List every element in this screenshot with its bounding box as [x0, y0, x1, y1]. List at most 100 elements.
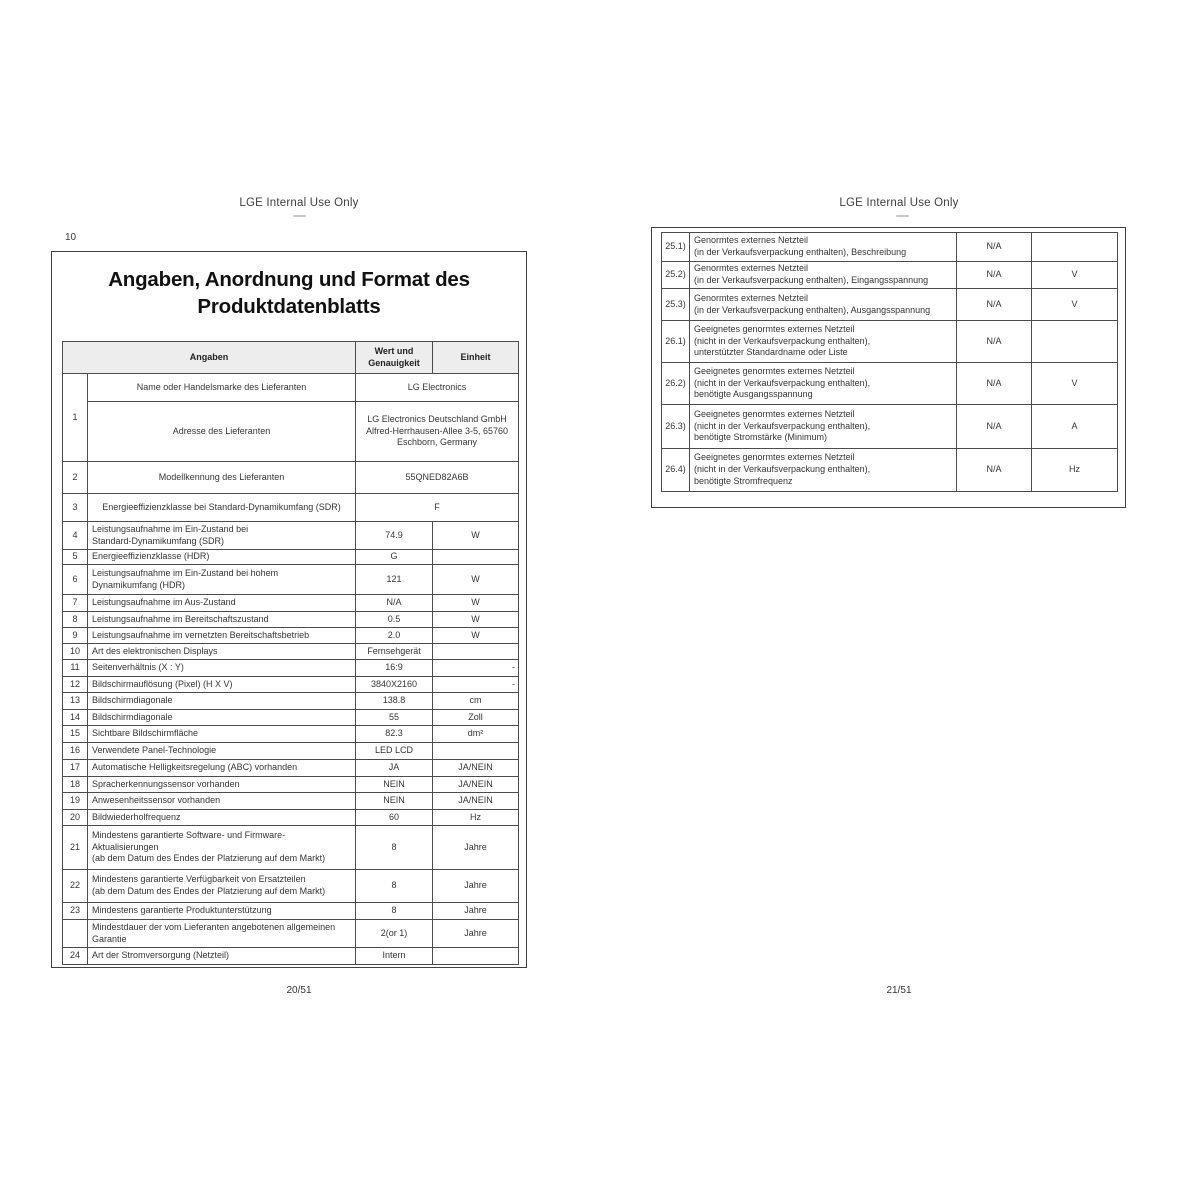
table-row: 26.1) Geeignetes genormtes externes Netzt… [661, 320, 1118, 363]
row-number-cell: 26.3) [661, 404, 690, 449]
table-row: 18 Spracherkennungssensor vorhanden NEIN JA… [62, 776, 520, 793]
row-label-cell: Bildwiederholfrequenz [86, 809, 357, 826]
row-label-cell: Leistungsaufnahme im Ein-Zustand bei hoh… [86, 564, 357, 595]
row-label-cell: Genormtes externes Netzteil (in der Verk… [689, 288, 957, 321]
row-number-cell: 26.1) [661, 320, 690, 363]
row-number-cell: 17 [62, 759, 88, 777]
table-row: 9 Leistungsaufnahme im vernetzten Bereits… [62, 627, 520, 644]
row-number-cell: 25.3) [661, 288, 690, 321]
row-value-cell: 74.9 [355, 521, 434, 550]
row-value-cell: 16:9 [355, 659, 434, 677]
row-number-cell: 19 [62, 792, 88, 810]
row-value-cell: N/A [956, 320, 1032, 363]
row-label-cell: Adresse des Lieferanten [86, 401, 357, 462]
table-row: 16 Verwendete Panel-Technologie LED LCD [62, 742, 520, 760]
row-number-cell: 7 [62, 594, 88, 612]
row-number-cell: 14 [62, 709, 88, 726]
row-unit-cell: cm [432, 692, 520, 710]
row-value-cell: 55 [355, 709, 434, 726]
table-row: 25.2) Genormtes externes Netzteil (in der… [661, 261, 1118, 289]
row-unit-cell: dm² [432, 725, 520, 743]
row-value-cell: 8 [355, 825, 434, 870]
row-unit-cell: W [432, 521, 520, 550]
table-row: 26.3) Geeignetes genormtes externes Netzt… [661, 404, 1118, 449]
row-number-cell: 9 [62, 627, 88, 644]
row-label-cell: Bildschirmdiagonale [86, 692, 357, 710]
table-row: 23 Mindestens garantierte Produktunterstü… [62, 902, 520, 920]
table-header-row: Angaben Wert und Genauigkeit Einheit [61, 341, 520, 374]
table-row: 10 Art des elektronischen Displays Fernseh… [62, 643, 520, 660]
row-label-cell: Verwendete Panel-Technologie [86, 742, 357, 760]
row-value-cell: 60 [355, 809, 434, 826]
row-unit-cell: - [432, 676, 520, 693]
page-right-frame: 25.1) Genormtes externes Netzteil (in der… [651, 227, 1126, 508]
row-number-cell: 16 [62, 742, 88, 760]
product-datasheet-table-left: Angaben Wert und Genauigkeit Einheit 1 Na… [61, 341, 520, 965]
row-value-cell: N/A [355, 594, 434, 612]
table-row: 7 Leistungsaufnahme im Aus-Zustand N/A W [62, 594, 520, 612]
row-unit-cell: JA/NEIN [432, 792, 520, 810]
product-datasheet-table-right: 25.1) Genormtes externes Netzteil (in der… [661, 232, 1118, 492]
row-value-cell: LG Electronics [355, 373, 520, 402]
table-row: 21 Mindestens garantierte Software- und F… [62, 825, 520, 870]
row-value-cell: N/A [956, 288, 1032, 321]
row-label-cell: Art der Stromversorgung (Netzteil) [86, 947, 357, 965]
row-number-cell: 5 [62, 549, 88, 565]
row-label-cell: Leistungsaufnahme im Bereitschaftszustan… [86, 611, 357, 628]
row-label-cell: Bildschirmauflösung (Pixel) (H X V) [86, 676, 357, 693]
row-value-cell: 121 [355, 564, 434, 595]
row-value-cell: N/A [956, 362, 1032, 405]
table-row: 8 Leistungsaufnahme im Bereitschaftszusta… [62, 611, 520, 628]
row-unit-cell [1031, 232, 1118, 262]
row-number-cell: 23 [62, 902, 88, 920]
table-row: 26.2) Geeignetes genormtes externes Netzt… [661, 362, 1118, 405]
row-label-cell: Sichtbare Bildschirmfläche [86, 725, 357, 743]
row-number-cell: 18 [62, 776, 88, 793]
row-number-cell: 2 [62, 461, 88, 494]
row-number-cell: 1 [62, 373, 88, 462]
row-label-cell: Genormtes externes Netzteil (in der Verk… [689, 232, 957, 262]
table-row: 19 Anwesenheitssensor vorhanden NEIN JA/NEI… [62, 792, 520, 810]
row-label-cell: Bildschirmdiagonale [86, 709, 357, 726]
row-value-cell: 2.0 [355, 627, 434, 644]
row-number-cell: 22 [62, 869, 88, 903]
row-value-cell: N/A [956, 448, 1032, 492]
row-label-cell: Geeignetes genormtes externes Netzteil (… [689, 404, 957, 449]
row-number-cell: 21 [62, 825, 88, 870]
row-number-cell: 25.2) [661, 261, 690, 289]
row-value-cell: N/A [956, 404, 1032, 449]
row-label-cell: Spracherkennungssensor vorhanden [86, 776, 357, 793]
row-unit-cell: W [432, 564, 520, 595]
row-unit-cell: Hz [432, 809, 520, 826]
row-label-cell: Geeignetes genormtes externes Netzteil (… [689, 320, 957, 363]
row-label-cell: Art des elektronischen Displays [86, 643, 357, 660]
row-unit-cell: Hz [1031, 448, 1118, 492]
page-left-frame: Angaben, Anordnung und Format des Produk… [51, 251, 527, 968]
table-row: 25.3) Genormtes externes Netzteil (in der… [661, 288, 1118, 321]
page-right-footer: 21/51 [886, 985, 912, 996]
row-unit-cell: Jahre [432, 825, 520, 870]
page-left-footer: 20/51 [286, 985, 312, 996]
row-unit-cell [432, 947, 520, 965]
row-unit-cell: V [1031, 261, 1118, 289]
page-left-outline-number: 10 [65, 232, 77, 243]
table-row: 25.1) Genormtes externes Netzteil (in der… [661, 232, 1118, 262]
row-label-cell: Modellkennung des Lieferanten [86, 461, 357, 494]
row-value-cell: NEIN [355, 792, 434, 810]
row-unit-cell [432, 643, 520, 660]
table-row: 12 Bildschirmauflösung (Pixel) (H X V) 384… [62, 676, 520, 693]
row-value-cell: F [355, 493, 520, 522]
column-header-einheit: Einheit [432, 341, 520, 374]
table-row: 6 Leistungsaufnahme im Ein-Zustand bei ho… [62, 564, 520, 595]
table-row: 1 Name oder Handelsmarke des Lieferanten L… [62, 373, 520, 462]
row-value-cell: LED LCD [355, 742, 434, 760]
row-number-cell: 26.4) [661, 448, 690, 492]
row-label-cell: Leistungsaufnahme im Ein-Zustand bei Sta… [86, 521, 357, 550]
row-number-cell: 24 [62, 947, 88, 965]
row-label-cell: Automatische Helligkeitsregelung (ABC) v… [86, 759, 357, 777]
row-value-cell: G [355, 549, 434, 565]
row-unit-cell: Jahre [432, 902, 520, 920]
table-row: 24 Art der Stromversorgung (Netzteil) Inte… [62, 947, 520, 965]
row-label-cell: Energieeffizienzklasse bei Standard-Dyna… [86, 493, 357, 522]
row-value-cell: 3840X2160 [355, 676, 434, 693]
